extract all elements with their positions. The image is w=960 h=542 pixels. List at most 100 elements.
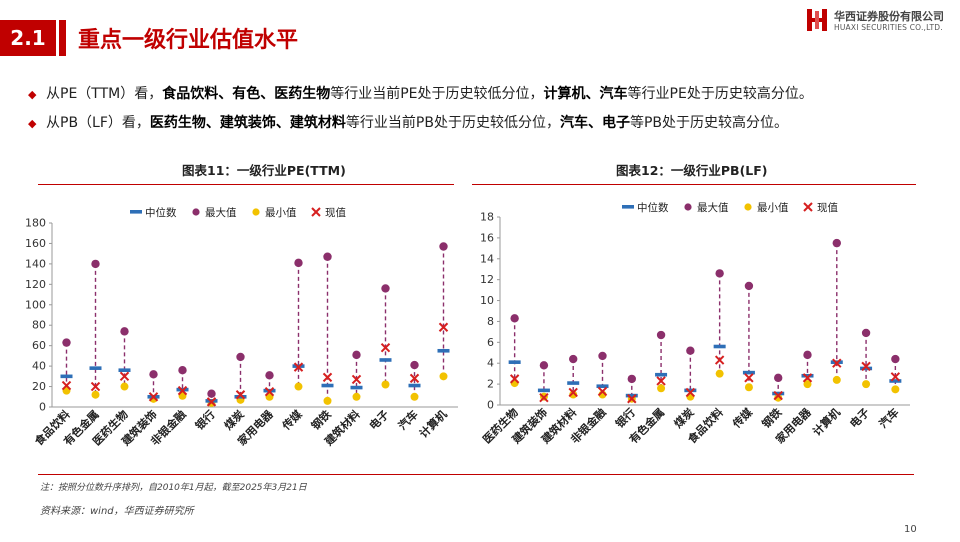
max-point (236, 352, 245, 362)
y-tick-label: 180 (25, 217, 46, 230)
current-marker (656, 376, 666, 386)
current-marker (744, 373, 754, 383)
section-separator (59, 20, 66, 56)
y-tick-label: 160 (25, 237, 46, 250)
current-marker (148, 392, 159, 402)
legend-label-min: 最小值 (757, 201, 789, 214)
category-label: 计算机 (416, 407, 449, 440)
current-marker (61, 380, 72, 391)
current-marker-stroke (61, 380, 72, 391)
min-point (891, 385, 900, 394)
bullet-pe: ◆ 从PE（TTM）看，食品饮料、有色、医药生物等行业当前PE处于历史较低分位，计… (28, 80, 813, 109)
min-point (774, 393, 783, 402)
data-source: 资料来源：wind，华西证券研究所 (40, 506, 194, 517)
legend-current-stroke (803, 202, 813, 212)
current-marker-stroke (322, 372, 333, 383)
current-marker (539, 392, 549, 403)
y-tick-label: 20 (32, 380, 46, 393)
current-marker-stroke (90, 381, 101, 392)
category-label: 汽车 (395, 407, 420, 432)
y-tick-label: 40 (32, 360, 46, 373)
legend-label-median: 中位数 (637, 201, 669, 214)
category-label: 汽车 (876, 405, 901, 430)
median-marker (684, 388, 697, 393)
bullet-text: 等行业当前PB处于历史较低分位， (345, 115, 560, 131)
category-label: 钢铁 (308, 407, 333, 432)
current-marker-stroke (264, 386, 275, 397)
current-marker-stroke (832, 358, 842, 368)
y-tick-label: 0 (39, 401, 46, 414)
min-point (323, 396, 332, 405)
legend-max-symbol (192, 208, 200, 216)
median-marker (537, 388, 550, 393)
min-point (744, 383, 753, 392)
current-marker-stroke (380, 343, 391, 353)
y-tick-label: 16 (480, 231, 494, 244)
max-point (715, 269, 724, 278)
bullet-text: 从PE（TTM）看， (46, 86, 163, 102)
bullet-diamond-icon: ◆ (28, 117, 37, 130)
min-point (657, 384, 666, 393)
category-label: 传媒 (729, 405, 756, 432)
y-tick-label: 18 (480, 211, 494, 224)
max-point (656, 330, 666, 340)
median-marker (118, 368, 131, 372)
median-marker (860, 366, 873, 371)
min-point (832, 375, 841, 384)
current-marker-stroke (148, 392, 159, 402)
category-label: 银行 (192, 407, 217, 432)
max-point (510, 314, 519, 323)
current-marker-stroke (568, 387, 578, 398)
min-point (410, 392, 419, 401)
category-label: 电子 (847, 405, 872, 430)
current-marker (235, 390, 246, 400)
current-marker-stroke (438, 322, 449, 332)
y-tick-label: 120 (25, 278, 46, 291)
category-label: 煤炭 (671, 405, 696, 430)
max-point (744, 281, 754, 291)
median-marker (508, 360, 521, 364)
chart-title-rule-pe (38, 184, 454, 185)
chart-title-pb: 图表12：一级行业PB(LF) (616, 163, 768, 178)
median-marker (801, 373, 814, 378)
median-marker (596, 384, 609, 388)
legend-median-symbol (622, 205, 634, 209)
y-tick-label: 80 (32, 319, 46, 332)
chart-note: 注：按照分位数升序排列，自2010年1月起，截至2025年3月21日 (40, 483, 307, 493)
current-marker-stroke (206, 397, 217, 407)
current-marker (90, 381, 101, 392)
legend-label-max: 最大值 (697, 201, 729, 214)
max-point (803, 350, 812, 360)
median-marker (60, 374, 73, 379)
max-point (178, 366, 187, 375)
category-label: 煤炭 (221, 407, 246, 432)
max-point (686, 346, 695, 355)
current-marker-stroke (293, 362, 304, 372)
current-marker (802, 373, 813, 383)
legend-label-current: 现值 (325, 206, 346, 219)
legend-max-symbol (684, 203, 692, 211)
category-label: 传媒 (278, 407, 305, 434)
y-tick-label: 8 (487, 315, 494, 328)
bullet-diamond-icon: ◆ (28, 88, 37, 101)
median-marker (437, 348, 450, 353)
max-point (323, 252, 332, 261)
max-point (352, 350, 361, 360)
bullet-text: 等行业当前PE处于历史较低分位， (330, 86, 544, 102)
min-point (120, 382, 129, 391)
bullet-text: 从PB（LF）看， (46, 115, 150, 131)
current-marker (861, 361, 871, 372)
max-point (381, 284, 390, 293)
current-marker (351, 374, 362, 385)
current-marker-stroke (627, 394, 637, 404)
category-label: 银行 (612, 405, 637, 430)
y-tick-label: 2 (487, 378, 494, 391)
legend-label-median: 中位数 (145, 206, 177, 219)
median-marker (321, 383, 334, 388)
min-point (803, 380, 812, 389)
current-marker (206, 397, 217, 407)
legend-min-symbol (252, 208, 260, 216)
median-marker (234, 394, 247, 399)
legend-current-symbol (311, 207, 321, 217)
